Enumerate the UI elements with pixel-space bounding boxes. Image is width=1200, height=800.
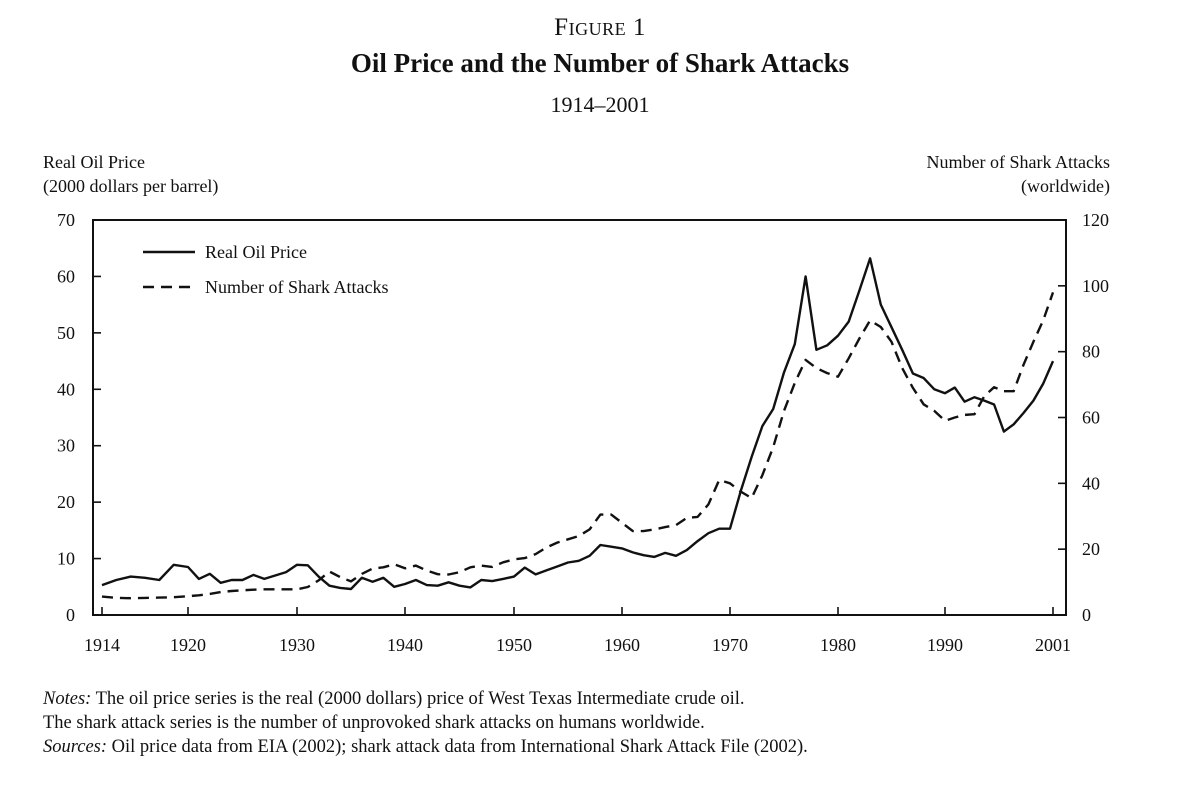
y-left-tick-label: 30 (57, 436, 75, 456)
y-axis-left-label: Real Oil Price (2000 dollars per barrel) (43, 150, 218, 198)
notes: Notes: The oil price series is the real … (43, 687, 808, 759)
chart-title: Oil Price and the Number of Shark Attack… (350, 48, 850, 78)
legend-label-shark: Number of Shark Attacks (205, 277, 388, 297)
notes-line-1: Notes: The oil price series is the real … (43, 687, 808, 711)
y-left-tick-label: 60 (57, 266, 75, 286)
x-tick-label: 1980 (820, 635, 856, 655)
x-tick-label: 1940 (387, 635, 423, 655)
y-axis-right-label-line2: (worldwide) (1021, 176, 1110, 196)
x-tick-label: 1950 (496, 635, 532, 655)
legend-label-oil: Real Oil Price (205, 242, 307, 262)
y-right-tick-label: 0 (1082, 605, 1091, 625)
notes-line-2: The shark attack series is the number of… (43, 713, 705, 733)
series-lines (101, 257, 1055, 600)
y-left-tick-label: 70 (57, 210, 75, 230)
shark-attacks-line (101, 292, 1055, 600)
notes-label: Notes: (43, 689, 92, 709)
y-axis-left-label-line2: (2000 dollars per barrel) (43, 176, 219, 196)
y-left-tick-label: 10 (57, 549, 75, 569)
x-tick-label: 1970 (712, 635, 748, 655)
y-axis-right-label: Number of Shark Attacks (worldwide) (927, 150, 1110, 198)
x-tick-label: 1930 (279, 635, 315, 655)
y-axis-left-label-line1: Real Oil Price (43, 152, 145, 172)
y-axis-right-label-line1: Number of Shark Attacks (926, 152, 1110, 172)
oil-price-line (101, 257, 1055, 591)
x-tick-label: 1990 (927, 635, 963, 655)
y-left-tick-label: 0 (66, 605, 75, 625)
y-right-tick-label: 60 (1082, 408, 1100, 428)
y-left-tick-label: 40 (57, 379, 75, 399)
figure-label: Figure 1 (554, 14, 646, 41)
sources-label: Sources: (43, 737, 108, 757)
y-right-tick-label: 100 (1082, 276, 1109, 296)
y-right-tick-label: 120 (1082, 210, 1109, 230)
x-tick-label: 1914 (84, 635, 120, 655)
sources-text: Oil price data from EIA (2002); shark at… (107, 737, 808, 757)
chart-subtitle: 1914–2001 (550, 92, 650, 117)
axis-ticks: 1914 1920 1930 1940 1950 1960 1970 1980 1990 2001… (57, 210, 1109, 655)
sources-line: Sources: Oil price data from EIA (2002);… (43, 735, 808, 759)
legend: Real Oil Price Number of Shark Attacks (143, 242, 388, 297)
y-right-tick-label: 80 (1082, 342, 1100, 362)
y-right-tick-label: 40 (1082, 473, 1100, 493)
x-tick-label: 2001 (1035, 635, 1071, 655)
y-right-tick-label: 20 (1082, 539, 1100, 559)
x-tick-label: 1960 (604, 635, 640, 655)
notes-text-1: The oil price series is the real (2000 d… (91, 689, 745, 709)
y-left-tick-label: 20 (57, 492, 75, 512)
y-left-tick-label: 50 (57, 323, 75, 343)
x-tick-label: 1920 (170, 635, 206, 655)
